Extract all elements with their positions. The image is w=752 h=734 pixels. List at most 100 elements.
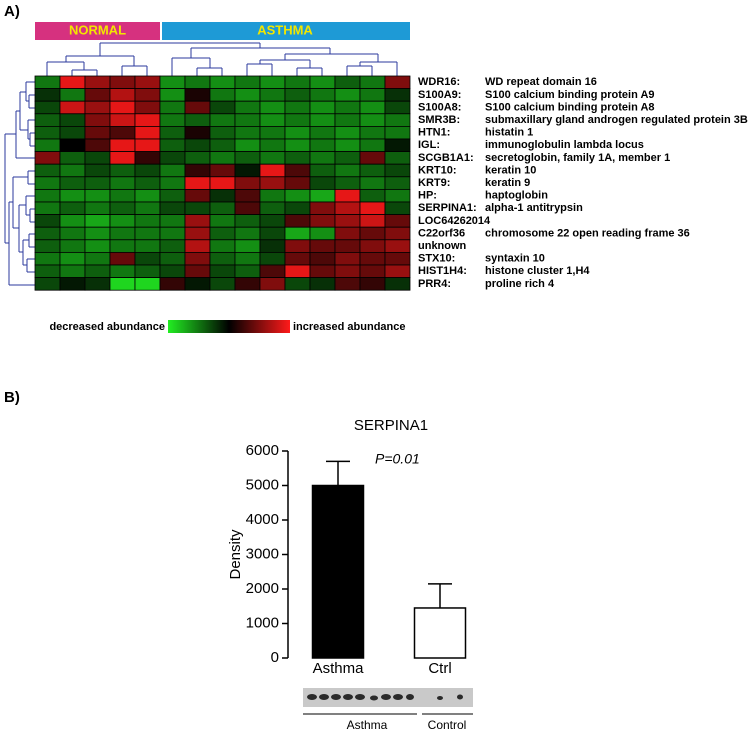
heatmap-cell (59, 226, 86, 241)
row-name: S100 calcium binding protein A8 (485, 101, 655, 113)
heatmap-cell (309, 138, 336, 153)
heatmap-cell (184, 126, 211, 140)
heatmap-cell (334, 239, 361, 253)
heatmap-cell (134, 239, 161, 253)
row-name: submaxillary gland androgen regulated pr… (485, 114, 748, 126)
heatmap-cell (84, 126, 111, 140)
heatmap-cell (359, 277, 386, 291)
heatmap-cell (159, 126, 186, 140)
heatmap-cell (334, 188, 361, 203)
heatmap-cell (284, 201, 311, 216)
heatmap-cell (59, 75, 86, 90)
heatmap-cell (84, 239, 111, 253)
heatmap-cell (134, 88, 161, 102)
heatmap-cell (309, 214, 336, 228)
heatmap-cell (359, 113, 386, 127)
row-symbol: HIST1H4: (418, 265, 467, 277)
heatmap-cell (34, 113, 61, 127)
heatmap-cell (384, 113, 411, 127)
heatmap-cell (209, 214, 236, 228)
heatmap-cell (34, 126, 61, 140)
heatmap-cell (259, 251, 286, 266)
heatmap-cell (134, 214, 161, 228)
heatmap-cell (284, 151, 311, 165)
heatmap-cell (284, 100, 311, 115)
heatmap-cell (59, 214, 86, 228)
heatmap-cell (384, 226, 411, 241)
heatmap-cell (334, 277, 361, 291)
heatmap-cell (109, 113, 136, 127)
color-scale-label: increased abundance (293, 321, 406, 333)
heatmap-cell (234, 239, 261, 253)
heatmap-cell (359, 100, 386, 115)
heatmap-cell (234, 264, 261, 279)
heatmap-cell (209, 151, 236, 165)
heatmap-cell (259, 201, 286, 216)
heatmap-cell (209, 226, 236, 241)
heatmap-cell (159, 163, 186, 178)
heatmap-cell (284, 176, 311, 190)
row-symbol: IGL: (418, 139, 440, 151)
row-name: keratin 9 (485, 177, 530, 189)
heatmap-cell (334, 264, 361, 279)
heatmap-cell (34, 176, 61, 190)
heatmap-cell (334, 176, 361, 190)
heatmap-cell (384, 126, 411, 140)
heatmap-cell (184, 151, 211, 165)
heatmap-cell (184, 239, 211, 253)
heatmap-cell (209, 239, 236, 253)
heatmap-cell (109, 226, 136, 241)
heatmap-cell (84, 75, 111, 90)
heatmap-cell (84, 201, 111, 216)
row-symbol: S100A9: (418, 89, 461, 101)
heatmap-cell (109, 151, 136, 165)
heatmap-cell (209, 126, 236, 140)
heatmap-cell (334, 138, 361, 153)
heatmap-cell (384, 277, 411, 291)
heatmap-cell (159, 201, 186, 216)
heatmap-cell (134, 75, 161, 90)
row-name: immunoglobulin lambda locus (485, 139, 644, 151)
heatmap-cell (159, 75, 186, 90)
bar (413, 607, 467, 659)
heatmap-cell (334, 163, 361, 178)
heatmap-cell (34, 226, 61, 241)
heatmap-cell (59, 88, 86, 102)
heatmap-cell (159, 138, 186, 153)
heatmap-cell (134, 126, 161, 140)
heatmap-cell (109, 176, 136, 190)
heatmap-cell (109, 239, 136, 253)
heatmap-cell (84, 214, 111, 228)
y-tick-label: 0 (271, 649, 279, 666)
heatmap-cell (109, 201, 136, 216)
heatmap-cell (234, 226, 261, 241)
heatmap-cell (59, 264, 86, 279)
heatmap-cell (234, 188, 261, 203)
heatmap-cell (84, 138, 111, 153)
heatmap-cell (359, 251, 386, 266)
heatmap-cell (309, 176, 336, 190)
annotation: P=0.01 (375, 451, 420, 467)
blot-label: Asthma (347, 718, 388, 732)
heatmap-cell (234, 138, 261, 153)
heatmap-cell (334, 214, 361, 228)
heatmap-cell (184, 277, 211, 291)
heatmap-cell (59, 201, 86, 216)
heatmap-cell (259, 226, 286, 241)
row-symbol: KRT9: (418, 177, 450, 189)
heatmap-cell (184, 138, 211, 153)
heatmap-cell (109, 264, 136, 279)
heatmap-cell (109, 75, 136, 90)
heatmap-cell (184, 214, 211, 228)
heatmap-cell (134, 264, 161, 279)
heatmap-cell (84, 176, 111, 190)
western-blot (303, 688, 473, 715)
heatmap-cell (134, 163, 161, 178)
row-name: proline rich 4 (485, 278, 555, 290)
heatmap-cell (334, 151, 361, 165)
heatmap-cell (34, 88, 61, 102)
heatmap-cell (159, 151, 186, 165)
heatmap-cell (284, 188, 311, 203)
heatmap-cell (309, 251, 336, 266)
